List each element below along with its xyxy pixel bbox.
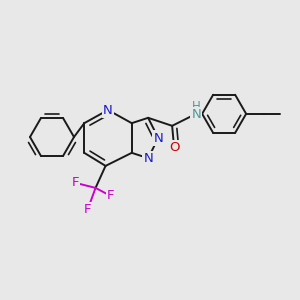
Text: F: F (84, 203, 91, 216)
Text: N: N (103, 103, 113, 116)
Text: O: O (169, 141, 179, 154)
Text: N: N (153, 131, 163, 145)
Text: N: N (143, 152, 153, 165)
Text: N: N (191, 108, 201, 121)
Text: F: F (72, 176, 79, 189)
Text: F: F (107, 189, 114, 203)
Text: H: H (192, 100, 200, 113)
